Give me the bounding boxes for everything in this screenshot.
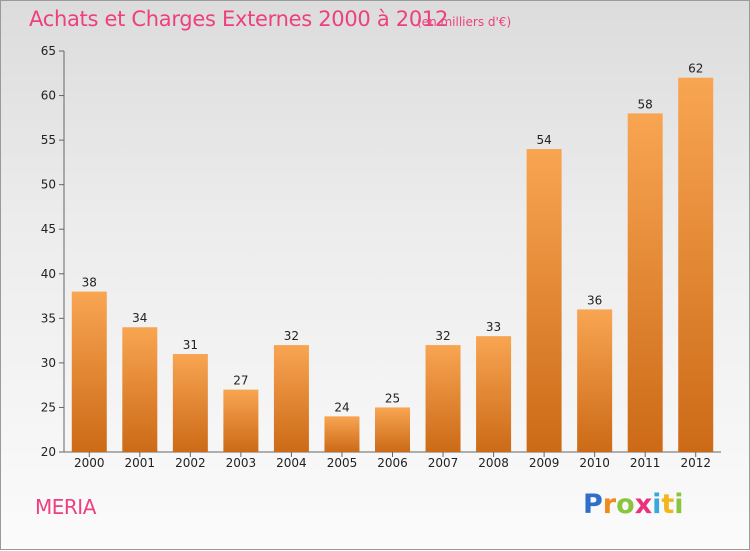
- bar-2001: [122, 327, 158, 452]
- bar-2006: [375, 407, 410, 452]
- bar-value-label: 32: [284, 329, 299, 343]
- logo-letter: i: [674, 489, 684, 520]
- y-tick-label: 40: [41, 267, 56, 281]
- bar-value-label: 54: [536, 133, 551, 147]
- x-tick-label: 2012: [680, 456, 711, 470]
- bar-2004: [273, 345, 309, 452]
- x-tick-label: 2006: [377, 456, 408, 470]
- x-tick-label: 2002: [175, 456, 206, 470]
- x-tick-label: 2008: [478, 456, 509, 470]
- x-tick-label: 2003: [226, 456, 257, 470]
- bar-value-label: 33: [486, 320, 501, 334]
- bar-value-label: 27: [233, 374, 248, 388]
- x-tick-label: 2000: [74, 456, 105, 470]
- bar-value-label: 25: [385, 391, 400, 405]
- bar-2005: [324, 416, 360, 452]
- bar-2009: [526, 149, 562, 452]
- x-tick-label: 2004: [276, 456, 307, 470]
- y-tick-label: 30: [41, 356, 56, 370]
- proxiti-logo: Proxiti: [583, 489, 684, 520]
- y-tick-label: 60: [41, 89, 56, 103]
- x-tick-label: 2010: [579, 456, 610, 470]
- bar-value-label: 38: [82, 276, 97, 290]
- bar-2008: [476, 336, 512, 452]
- y-tick-label: 35: [41, 311, 56, 325]
- x-tick-label: 2001: [125, 456, 156, 470]
- x-tick-label: 2009: [529, 456, 560, 470]
- bar-value-label: 62: [688, 62, 703, 76]
- bar-2000: [71, 291, 107, 452]
- chart-title: Achats et Charges Externes 2000 à 2012: [29, 7, 449, 31]
- y-tick-label: 65: [41, 44, 56, 58]
- logo-letter: r: [602, 489, 617, 520]
- y-tick-label: 45: [41, 222, 56, 236]
- bar-2002: [172, 353, 208, 452]
- bar-value-label: 34: [132, 311, 147, 325]
- logo-letter: t: [661, 489, 675, 520]
- bar-2011: [627, 113, 663, 452]
- bar-2010: [577, 309, 613, 452]
- bar-2012: [678, 77, 714, 452]
- y-tick-label: 55: [41, 133, 56, 147]
- chart-subtitle: (en milliers d'€): [417, 15, 512, 29]
- logo-letter: o: [616, 489, 635, 520]
- bar-value-label: 32: [435, 329, 450, 343]
- x-tick-label: 2005: [327, 456, 358, 470]
- bar-value-label: 58: [638, 97, 653, 111]
- y-tick-label: 50: [41, 178, 56, 192]
- y-tick-label: 25: [41, 400, 56, 414]
- bar-2003: [223, 389, 259, 452]
- x-tick-label: 2007: [428, 456, 459, 470]
- logo-letter: x: [634, 489, 653, 520]
- logo-letter: P: [583, 489, 603, 520]
- commune-name: MERIA: [35, 495, 96, 519]
- bar-2007: [425, 345, 461, 452]
- x-tick-label: 2011: [630, 456, 661, 470]
- bar-value-label: 31: [183, 338, 198, 352]
- y-tick-label: 20: [41, 445, 56, 459]
- bar-value-label: 24: [334, 400, 349, 414]
- logo-letter: i: [652, 489, 662, 520]
- bar-value-label: 36: [587, 293, 602, 307]
